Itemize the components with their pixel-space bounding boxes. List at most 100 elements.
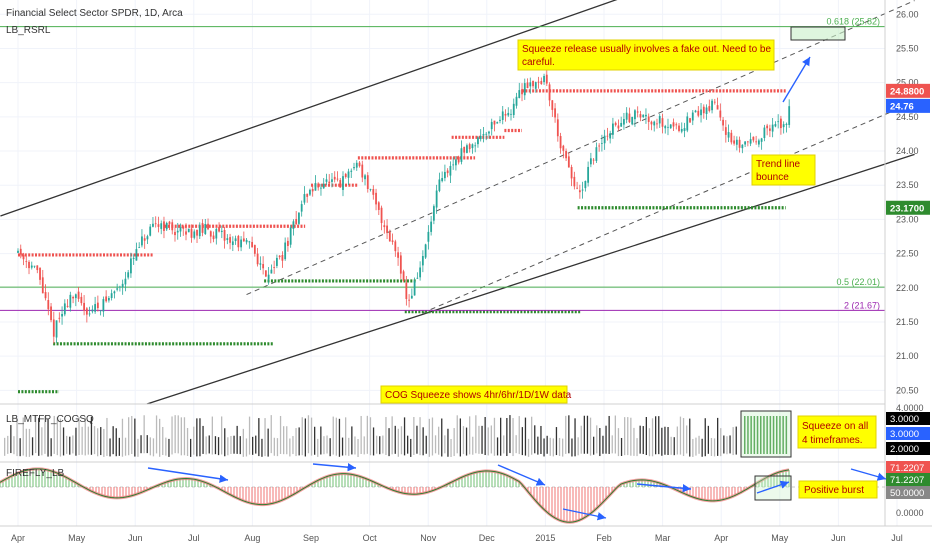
candle-body: [364, 175, 366, 180]
candle-body: [446, 170, 449, 174]
chart-title[interactable]: Financial Select Sector SPDR, 1D, Arca: [6, 8, 183, 19]
squeeze-bar-green: [756, 416, 759, 454]
candle-body: [36, 265, 39, 271]
fake-out-line-2: careful.: [522, 57, 555, 68]
squeeze-bar: [431, 417, 434, 456]
squeeze-bar: [267, 428, 269, 457]
candle-body: [215, 228, 218, 239]
squeeze-bar: [314, 426, 316, 455]
candle-body: [614, 122, 617, 126]
squeeze-bar: [341, 437, 344, 456]
squeeze-highlight-box[interactable]: [740, 410, 792, 458]
candle-body: [333, 176, 336, 180]
time-axis[interactable]: Apr May Jun Jul Aug Sep Oct Nov Dec 2015 Feb Mar Apr…: [11, 533, 903, 543]
squeeze-bar: [171, 416, 173, 455]
candle-body: [163, 221, 165, 231]
squeeze-bar: [248, 416, 251, 455]
candle-body: [705, 107, 708, 115]
candle-body: [766, 125, 769, 129]
annotation-arrow: [850, 468, 887, 481]
candle-body: [154, 223, 157, 225]
squeeze-bar: [614, 415, 616, 454]
candle-body: [667, 126, 669, 128]
candle-body: [559, 136, 562, 149]
squeeze-bar: [329, 438, 331, 457]
squeeze-bar: [295, 428, 297, 457]
candle-body: [413, 280, 416, 296]
squeeze-bar: [410, 438, 412, 457]
fake-out-note[interactable]: Squeeze release usually involves a fake …: [517, 39, 775, 71]
squeeze-bar: [707, 425, 709, 454]
squeeze-bar: [115, 428, 117, 457]
candle-body: [496, 122, 499, 124]
candle-body: [17, 250, 19, 253]
candle-body: [325, 179, 328, 182]
time-tick: Nov: [420, 533, 437, 543]
time-tick: Jun: [831, 533, 846, 543]
candle-body: [143, 238, 146, 241]
squeeze-bar: [586, 415, 589, 454]
squeeze-bar: [633, 427, 635, 456]
candle-body: [782, 124, 785, 128]
squeeze-bar: [574, 418, 576, 457]
squeeze-bar: [118, 437, 120, 456]
candle-body: [768, 128, 771, 131]
squeeze-bar: [630, 417, 632, 456]
squeeze-bar: [7, 435, 9, 454]
squeeze-pane-label[interactable]: LB_MTFP_COGSQ: [6, 414, 94, 425]
price-axis[interactable]: 26.00 25.50 25.00 24.50 24.00 23.50 23.00 22.50…: [886, 9, 930, 395]
squeeze-bar: [593, 436, 595, 455]
candle-body: [270, 269, 273, 274]
candle-body: [408, 299, 410, 301]
positive-burst-note[interactable]: Positive burst: [798, 480, 878, 499]
fib-label: 0.5 (22.01): [836, 277, 880, 287]
price-tick: 26.00: [896, 9, 919, 19]
candle-body: [444, 171, 446, 179]
squeeze-all-note[interactable]: Squeeze on all 4 timeframes.: [797, 415, 877, 449]
candle-body: [661, 118, 664, 127]
squeeze-bar: [41, 427, 43, 456]
indicator-label[interactable]: LB_RSRL: [6, 25, 51, 36]
squeeze-bar: [155, 415, 158, 454]
squeeze-bar: [357, 438, 359, 457]
squeeze-bar: [84, 417, 86, 456]
squeeze-bar: [642, 426, 644, 455]
squeeze-bar: [537, 436, 539, 455]
candle-body: [636, 111, 639, 113]
squeeze-bar: [217, 437, 220, 456]
trend-bounce-note[interactable]: Trend line bounce: [751, 154, 816, 186]
candle-body: [460, 148, 463, 162]
candle-body: [421, 256, 424, 266]
candle-body: [207, 223, 209, 230]
candle-body: [639, 114, 642, 118]
candle-body: [562, 145, 565, 151]
candle-body: [113, 291, 116, 294]
squeeze-bar: [326, 435, 328, 454]
candle-body: [744, 141, 747, 145]
squeeze-bar: [131, 415, 133, 454]
candle-body: [369, 189, 372, 190]
candle-body: [229, 237, 231, 243]
candle-body: [39, 267, 41, 280]
candle-body: [711, 100, 713, 111]
time-tick: Sep: [303, 533, 319, 543]
candle-body: [603, 135, 606, 144]
squeeze-bar: [196, 418, 198, 457]
squeeze-bar: [717, 417, 719, 456]
candle-body: [697, 110, 700, 116]
candle-body: [760, 138, 763, 142]
candle-body: [237, 235, 240, 248]
candle-body: [383, 225, 386, 228]
squeeze-bar: [369, 417, 372, 456]
squeeze-bar: [124, 437, 127, 456]
squeeze-bar: [366, 415, 368, 454]
squeeze-bar: [605, 425, 607, 454]
firefly-pane-label[interactable]: FIREFLY_LB: [6, 468, 64, 479]
candle-body: [380, 207, 383, 224]
candle-body: [149, 226, 152, 236]
candle-body: [680, 128, 683, 132]
candle-body: [61, 313, 63, 317]
cog-note[interactable]: COG Squeeze shows 4hr/6hr/1D/1W data: [380, 385, 572, 404]
target-box[interactable]: [790, 26, 846, 41]
squeeze-bar: [332, 416, 334, 455]
